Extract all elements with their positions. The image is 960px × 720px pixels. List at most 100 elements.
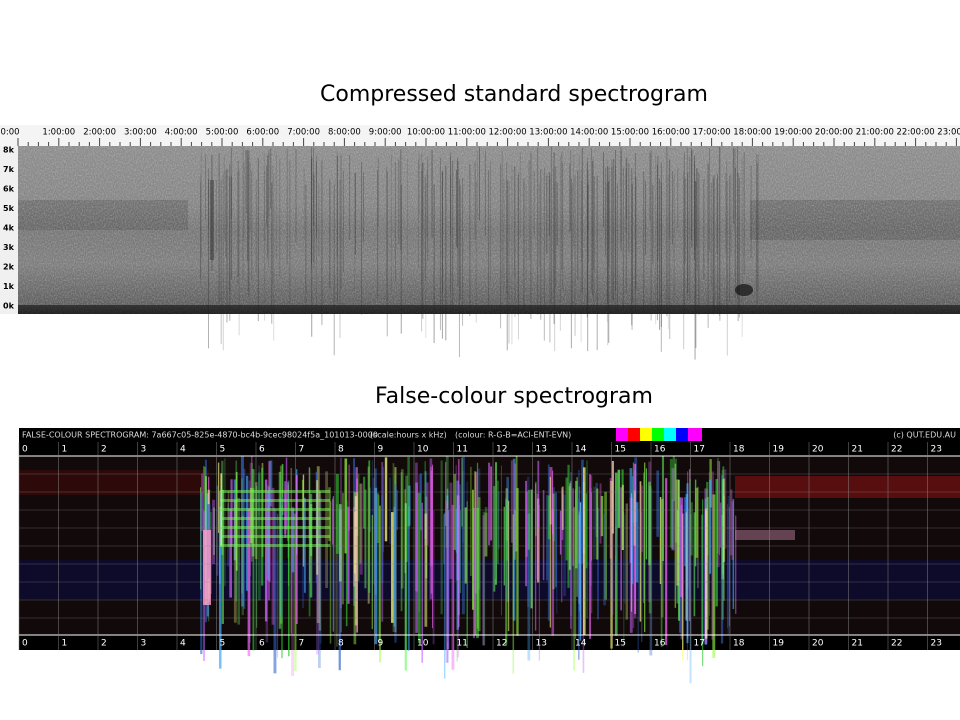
hour-label: 19 (773, 639, 785, 649)
streak (421, 502, 423, 663)
header-scale: (scale:hours x kHz) (370, 431, 447, 440)
time-label: 12:00:00 (489, 128, 527, 138)
streak (272, 165, 274, 287)
streak (404, 503, 407, 671)
streak (482, 511, 486, 646)
streak (377, 170, 379, 299)
streak (394, 484, 397, 643)
streak (393, 506, 396, 627)
streak (537, 147, 539, 315)
streak (462, 178, 464, 326)
streak (389, 477, 391, 545)
streak (362, 172, 364, 243)
streak (536, 498, 540, 583)
streak (401, 469, 404, 589)
hour-label: 16 (654, 445, 666, 455)
streak (537, 460, 540, 528)
time-label: 9:00:00 (369, 128, 402, 138)
streak (229, 163, 231, 293)
streak (379, 505, 381, 663)
streak (656, 470, 660, 537)
hour-label: 5 (220, 639, 226, 649)
streak (305, 184, 307, 313)
streak (547, 464, 550, 621)
streak (572, 182, 574, 305)
band (220, 508, 330, 511)
streak (462, 470, 464, 544)
streak (549, 467, 553, 525)
streak (741, 157, 743, 338)
streak (359, 483, 362, 564)
streak (669, 159, 671, 339)
freq-label: 2k (3, 263, 15, 272)
streak (203, 466, 205, 547)
streak (394, 162, 396, 282)
streak (516, 488, 519, 636)
streak (519, 152, 521, 238)
streak (593, 486, 597, 560)
streak (421, 170, 423, 332)
streak (685, 512, 687, 620)
streak (696, 168, 698, 248)
streak (441, 170, 443, 339)
streak (456, 480, 460, 630)
streak (347, 506, 350, 604)
streak (712, 178, 714, 315)
streak (631, 184, 633, 330)
streak (528, 160, 530, 260)
streak (683, 497, 687, 567)
streak (616, 183, 618, 313)
streak (247, 149, 249, 261)
hour-label: 8 (338, 639, 344, 649)
streak (556, 509, 558, 614)
streak (573, 507, 575, 671)
streak (474, 161, 476, 241)
streak (218, 152, 220, 304)
streak (354, 499, 357, 560)
streak (659, 497, 662, 585)
streak (386, 171, 388, 337)
streak (615, 508, 617, 556)
streak (713, 175, 715, 315)
streak (580, 169, 582, 342)
streak (727, 504, 729, 629)
streak (457, 157, 459, 249)
streak (685, 493, 689, 621)
band (220, 517, 330, 520)
streak (574, 175, 576, 336)
band (220, 544, 330, 547)
streak (476, 150, 478, 219)
streak (223, 155, 225, 239)
streak (443, 514, 445, 564)
streak (526, 476, 530, 608)
hour-label: 4 (180, 639, 186, 649)
streak (315, 160, 317, 238)
streak (674, 463, 677, 608)
freq-label: 8k (3, 146, 15, 155)
streak (684, 178, 686, 264)
hour-label: 21 (852, 445, 863, 455)
streak (561, 488, 563, 603)
streak (506, 180, 508, 351)
streak (328, 487, 331, 542)
streak (368, 460, 371, 593)
streak (693, 512, 696, 617)
streak (407, 506, 410, 651)
streak (590, 492, 593, 561)
streak (295, 149, 297, 242)
hour-label: 19 (773, 445, 785, 455)
streak (695, 487, 699, 558)
streak (478, 147, 480, 221)
hour-label: 2 (101, 445, 107, 455)
streak (310, 155, 312, 270)
streak (354, 496, 358, 626)
streak (382, 466, 384, 552)
streak (494, 462, 498, 585)
streak (309, 500, 311, 584)
hour-label: 1 (62, 445, 68, 455)
streak (371, 514, 373, 630)
streak (660, 501, 663, 648)
streak (318, 491, 322, 631)
streak (582, 467, 586, 635)
streak (546, 174, 548, 255)
